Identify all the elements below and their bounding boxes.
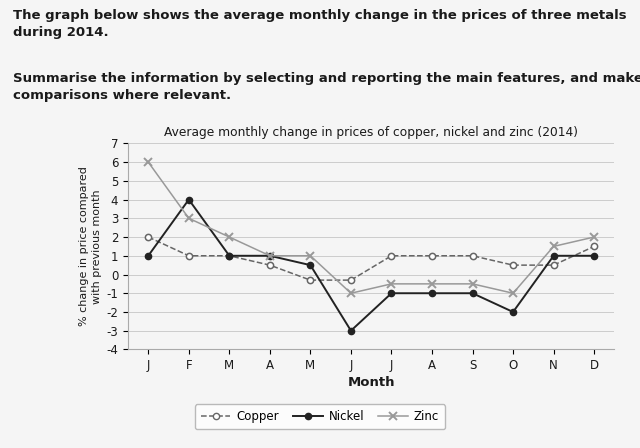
Text: The graph below shows the average monthly change in the prices of three metals
d: The graph below shows the average monthl…	[13, 9, 627, 39]
Y-axis label: % change in price compared
with previous month: % change in price compared with previous…	[79, 167, 102, 326]
Legend: Copper, Nickel, Zinc: Copper, Nickel, Zinc	[195, 404, 445, 429]
X-axis label: Month: Month	[348, 376, 395, 389]
Text: Summarise the information by selecting and reporting the main features, and make: Summarise the information by selecting a…	[13, 72, 640, 102]
Title: Average monthly change in prices of copper, nickel and zinc (2014): Average monthly change in prices of copp…	[164, 126, 578, 139]
